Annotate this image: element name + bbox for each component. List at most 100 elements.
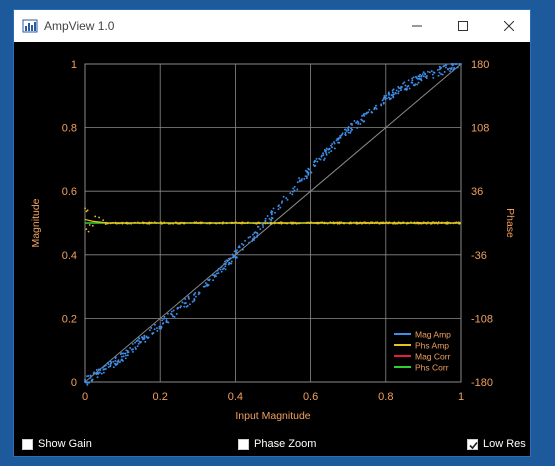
mag-amp-point: [335, 139, 338, 142]
mag-amp-point: [331, 146, 334, 149]
mag-amp-point: [266, 215, 269, 217]
mag-amp-point: [420, 74, 423, 77]
phase-zoom-checkbox[interactable]: [238, 438, 249, 450]
mag-amp-point: [339, 136, 342, 139]
mag-amp-point: [259, 228, 262, 230]
phs-amp-trace: [84, 218, 461, 224]
show-gain-checkbox[interactable]: [22, 438, 33, 450]
window-title: AmpView 1.0: [44, 19, 115, 33]
mag-amp-point: [361, 114, 363, 117]
mag-amp-point: [112, 360, 115, 363]
mag-amp-point: [351, 128, 354, 131]
mag-amp-point: [97, 368, 100, 371]
legend-label: Phs Amp: [415, 341, 449, 351]
mag-amp-point: [122, 355, 125, 358]
mag-amp-point: [114, 359, 117, 362]
mag-amp-point: [89, 376, 92, 379]
mag-amp-point: [382, 97, 385, 100]
mag-amp-point: [124, 357, 127, 360]
mag-amp-point: [373, 108, 376, 111]
mag-amp-point: [136, 345, 139, 348]
maximize-button[interactable]: [440, 10, 486, 42]
mag-amp-point: [145, 336, 148, 339]
mag-amp-point: [397, 90, 400, 93]
mag-amp-point: [333, 147, 336, 150]
mag-amp-point: [90, 379, 93, 382]
mag-amp-point: [270, 212, 273, 215]
mag-amp-point: [223, 260, 226, 263]
show-gain-option[interactable]: Show Gain: [22, 437, 92, 451]
mag-amp-point: [126, 354, 129, 357]
mag-amp-point: [291, 193, 294, 196]
mag-amp-point: [392, 95, 395, 98]
mag-amp-point: [347, 128, 350, 131]
mag-amp-point: [298, 177, 301, 179]
mag-amp-point: [322, 154, 325, 156]
close-button[interactable]: [486, 10, 532, 42]
mag-amp-point: [406, 85, 409, 88]
mag-amp-point: [124, 352, 127, 355]
x-tick-label: 0: [82, 391, 88, 403]
mag-amp-point: [165, 317, 168, 320]
mag-amp-point: [316, 160, 319, 163]
mag-amp-point: [219, 268, 222, 271]
mag-amp-point: [296, 181, 299, 184]
mag-amp-point: [114, 363, 117, 366]
mag-amp-point: [84, 379, 87, 382]
mag-amp-point: [411, 79, 414, 82]
mag-amp-point: [398, 87, 401, 90]
mag-amp-point: [381, 99, 384, 102]
mag-amp-point: [120, 359, 123, 362]
mag-amp-point: [227, 263, 230, 266]
mag-amp-point: [357, 122, 360, 125]
x-tick-label: 0.4: [228, 391, 243, 403]
mag-amp-point: [124, 354, 127, 357]
mag-amp-point: [347, 131, 350, 134]
mag-amp-point: [428, 71, 431, 74]
mag-amp-point: [212, 274, 214, 277]
mag-amp-point: [253, 238, 255, 241]
mag-amp-point: [235, 256, 238, 259]
mag-amp-point: [107, 363, 110, 366]
mag-amp-point: [217, 267, 220, 270]
mag-amp-point: [131, 342, 134, 345]
mag-amp-point: [96, 371, 99, 374]
mag-amp-point: [161, 319, 164, 322]
mag-amp-point: [224, 263, 227, 266]
mag-amp-point: [303, 177, 306, 180]
minimize-button[interactable]: [394, 10, 440, 42]
low-res-checkbox[interactable]: [467, 438, 478, 450]
mag-amp-point: [166, 312, 169, 315]
phase-zoom-option[interactable]: Phase Zoom: [238, 437, 316, 451]
mag-amp-point: [384, 98, 387, 100]
mag-amp-point: [151, 332, 154, 335]
mag-amp-point: [433, 71, 436, 74]
mag-amp-point: [425, 75, 428, 77]
title-bar[interactable]: AmpView 1.0: [14, 10, 530, 42]
y-tick-label: 0.2: [62, 313, 77, 325]
mag-amp-point: [437, 74, 440, 77]
mag-amp-point: [229, 257, 232, 260]
mag-amp-point: [114, 357, 117, 359]
mag-amp-point: [87, 374, 90, 377]
mag-amp-point: [298, 180, 301, 183]
mag-amp-point: [134, 341, 137, 344]
low-res-option[interactable]: Low Res: [467, 437, 526, 451]
mag-amp-point: [183, 302, 186, 305]
mag-amp-point: [89, 374, 92, 377]
mag-amp-point: [344, 131, 347, 134]
mag-amp-point: [440, 66, 443, 69]
mag-amp-point: [438, 68, 441, 71]
mag-amp-point: [380, 104, 383, 107]
mag-amp-point: [319, 158, 322, 161]
mag-amp-point: [347, 126, 350, 128]
mag-amp-point: [313, 160, 316, 162]
legend-label: Phs Corr: [415, 363, 449, 373]
mag-amp-point: [421, 73, 424, 75]
mag-amp-point: [142, 338, 145, 340]
mag-amp-point: [270, 216, 273, 219]
mag-amp-point: [134, 346, 137, 349]
mag-amp-point: [224, 265, 227, 268]
mag-amp-point: [134, 347, 137, 350]
mag-amp-point: [301, 178, 303, 180]
